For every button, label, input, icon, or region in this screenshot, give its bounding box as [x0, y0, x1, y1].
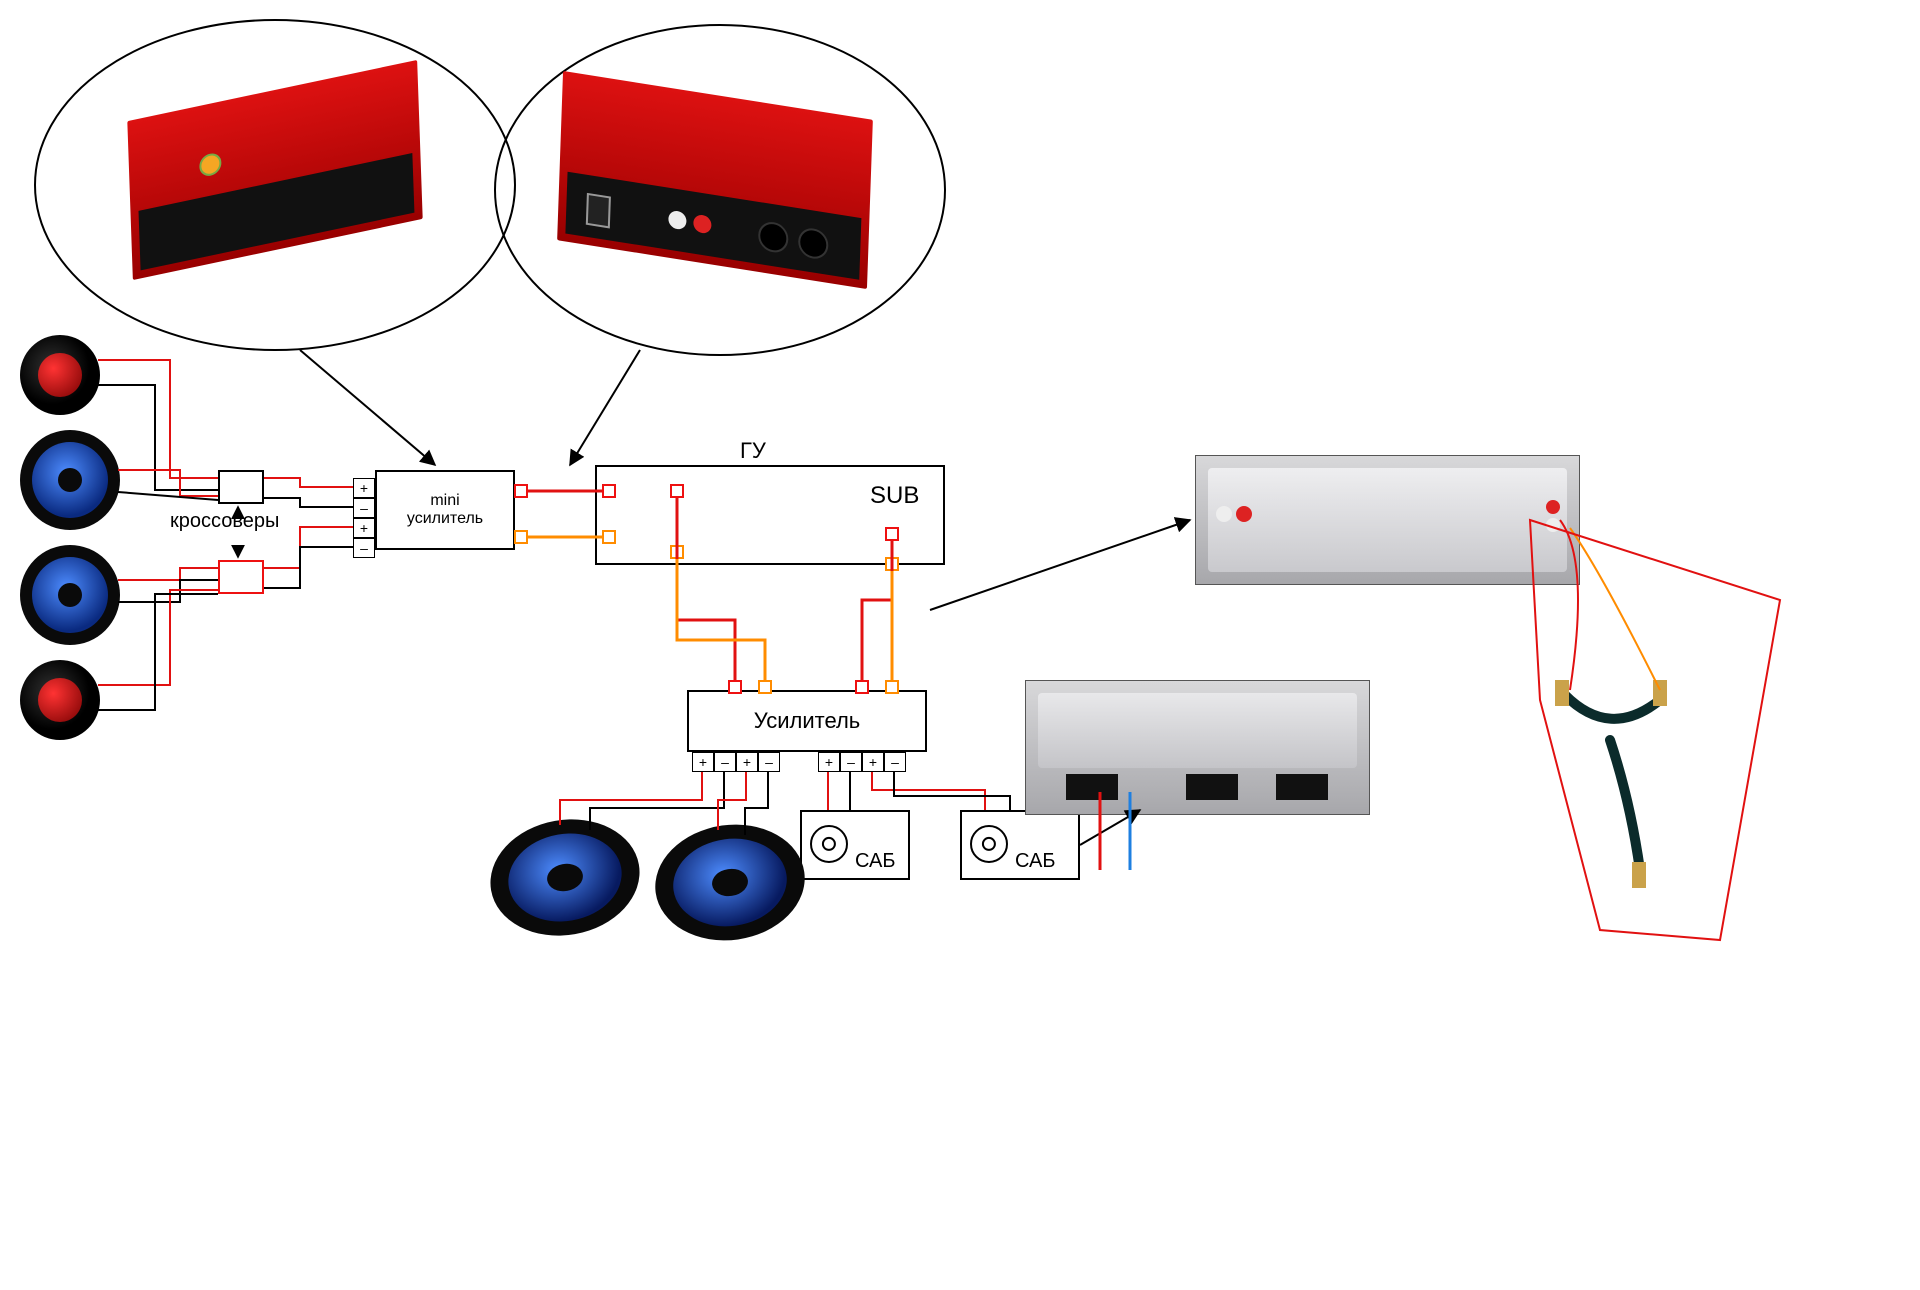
hu-in-red: [602, 484, 616, 498]
coax-speaker-2: [20, 545, 120, 645]
amp-in-red: [728, 680, 742, 694]
sab-2-label: САБ: [1015, 850, 1055, 873]
tweeter-top: [20, 335, 100, 415]
sub-label: SUB: [870, 482, 919, 510]
crossover-box-top: [218, 470, 264, 504]
amp-in-red-2: [855, 680, 869, 694]
amp-in-orange-2: [885, 680, 899, 694]
hu-sub-orange: [885, 557, 899, 571]
mini-amp-label-2: усилитель: [407, 510, 483, 528]
hu-in-orange: [602, 530, 616, 544]
photo-amp-2ch: [1195, 455, 1580, 585]
hu-out-red: [670, 484, 684, 498]
mini-amp-label-1: mini: [430, 492, 459, 510]
mini-amp-out-orange: [514, 530, 528, 544]
hu-sub-red: [885, 527, 899, 541]
crossover-label: кроссоверы: [170, 510, 279, 533]
oval-speaker-2: [648, 815, 813, 950]
sab-2-symbol: [970, 825, 1008, 863]
amplifier-label: Усилитель: [754, 708, 861, 733]
mini-amp-box: mini усилитель: [375, 470, 515, 550]
sab-1-label: САБ: [855, 850, 895, 873]
oval-speaker-1: [481, 808, 649, 947]
sab-1-symbol: [810, 825, 848, 863]
tweeter-bottom: [20, 660, 100, 740]
mini-amp-minus-t: –: [353, 498, 375, 518]
mini-amp-minus-b: –: [353, 538, 375, 558]
coax-speaker-1: [20, 430, 120, 530]
photo-mini-amp-back: [127, 60, 422, 280]
photo-mini-amp-front: [557, 71, 873, 289]
mini-amp-plus-b: +: [353, 518, 375, 538]
mini-amp-plus-t: +: [353, 478, 375, 498]
photo-amp-4ch: [1025, 680, 1370, 815]
hu-out-orange: [670, 545, 684, 559]
amplifier-box: Усилитель: [687, 690, 927, 752]
diagram-stage: { "canvas": { "width": 1920, "height": 1…: [0, 0, 1920, 1290]
amp-in-orange: [758, 680, 772, 694]
head-unit-label: ГУ: [740, 438, 766, 464]
mini-amp-out-red: [514, 484, 528, 498]
head-unit-box: [595, 465, 945, 565]
crossover-box-bottom: [218, 560, 264, 594]
